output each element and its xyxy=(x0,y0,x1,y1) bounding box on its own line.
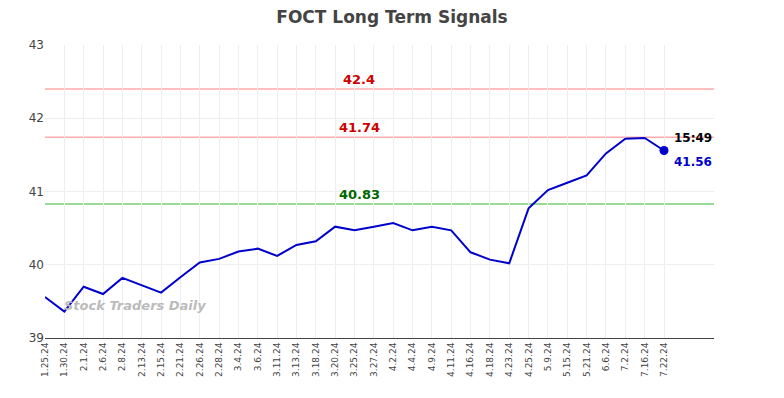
svg-text:4.9.24: 4.9.24 xyxy=(427,342,437,371)
svg-text:43: 43 xyxy=(29,38,44,52)
svg-text:39: 39 xyxy=(29,331,44,345)
svg-text:FOCT Long Term Signals: FOCT Long Term Signals xyxy=(276,7,507,27)
svg-text:3.4.24: 3.4.24 xyxy=(233,342,243,371)
svg-text:7.16.24: 7.16.24 xyxy=(640,342,650,377)
svg-text:6.6.24: 6.6.24 xyxy=(601,342,611,371)
svg-text:42.4: 42.4 xyxy=(343,72,375,87)
svg-text:4.11.24: 4.11.24 xyxy=(446,342,456,377)
svg-text:2.13.24: 2.13.24 xyxy=(137,342,147,377)
svg-text:40: 40 xyxy=(29,258,44,272)
svg-text:4.16.24: 4.16.24 xyxy=(465,342,475,377)
svg-text:3.18.24: 3.18.24 xyxy=(311,342,321,377)
svg-text:3.25.24: 3.25.24 xyxy=(349,342,359,377)
svg-text:41.56: 41.56 xyxy=(674,155,712,169)
svg-text:7.2.24: 7.2.24 xyxy=(620,342,630,371)
svg-text:2.8.24: 2.8.24 xyxy=(117,342,127,371)
svg-text:3.6.24: 3.6.24 xyxy=(253,342,263,371)
svg-text:2.1.24: 2.1.24 xyxy=(79,342,89,371)
svg-text:3.13.24: 3.13.24 xyxy=(291,342,301,377)
svg-text:2.21.24: 2.21.24 xyxy=(175,342,185,377)
svg-text:1.30.24: 1.30.24 xyxy=(59,342,69,377)
svg-text:42: 42 xyxy=(29,111,44,125)
svg-text:4.23.24: 4.23.24 xyxy=(504,342,514,377)
svg-text:40.83: 40.83 xyxy=(339,187,380,202)
svg-text:4.2.24: 4.2.24 xyxy=(388,342,398,371)
svg-text:3.27.24: 3.27.24 xyxy=(369,342,379,377)
svg-text:2.28.24: 2.28.24 xyxy=(214,342,224,377)
svg-text:Stock Traders Daily: Stock Traders Daily xyxy=(64,298,206,313)
svg-text:3.11.24: 3.11.24 xyxy=(272,342,282,377)
svg-text:5.15.24: 5.15.24 xyxy=(562,342,572,377)
svg-text:4.25.24: 4.25.24 xyxy=(524,342,534,377)
svg-text:4.4.24: 4.4.24 xyxy=(407,342,417,371)
svg-text:7.22.24: 7.22.24 xyxy=(659,342,669,377)
svg-text:5.21.24: 5.21.24 xyxy=(582,342,592,377)
svg-text:41.74: 41.74 xyxy=(339,120,380,135)
svg-text:2.15.24: 2.15.24 xyxy=(156,342,166,377)
svg-text:1.25.24: 1.25.24 xyxy=(40,342,50,377)
svg-text:15:49: 15:49 xyxy=(674,131,712,145)
svg-text:2.26.24: 2.26.24 xyxy=(195,342,205,377)
svg-text:3.20.24: 3.20.24 xyxy=(330,342,340,377)
svg-text:2.6.24: 2.6.24 xyxy=(98,342,108,371)
svg-text:4.18.24: 4.18.24 xyxy=(485,342,495,377)
svg-text:41: 41 xyxy=(29,185,44,199)
svg-text:5.9.24: 5.9.24 xyxy=(543,342,553,371)
